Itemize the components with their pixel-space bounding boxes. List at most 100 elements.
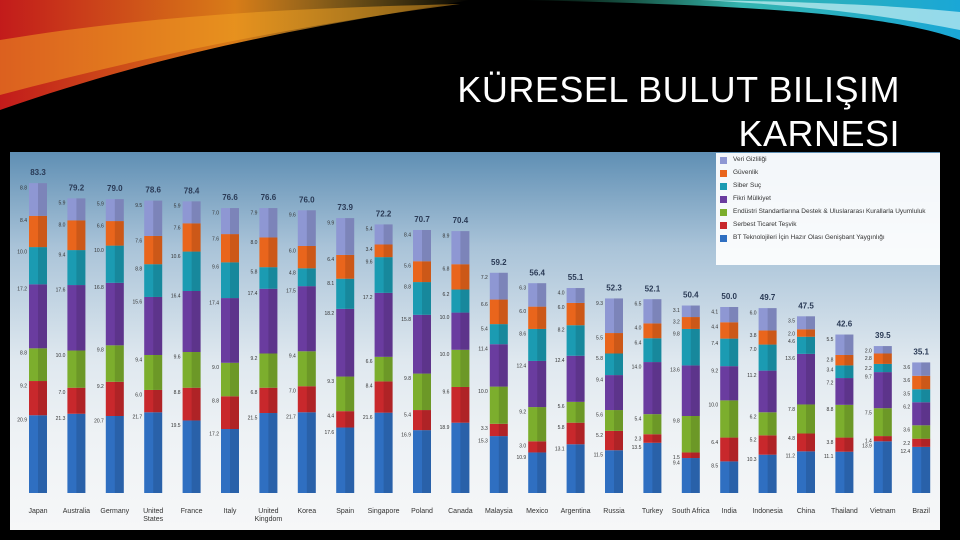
segment-label: 5.4 (634, 416, 641, 422)
bar-segment (297, 386, 316, 413)
segment-label: 6.8 (442, 267, 449, 273)
segment-label: 3.8 (826, 440, 833, 446)
legend-label: Güvenlik (733, 169, 759, 176)
x-tick-label: Australia (62, 508, 90, 515)
segment-label: 20.7 (94, 418, 104, 424)
x-tick-label: Spain (336, 508, 355, 515)
bar-segment (912, 375, 931, 390)
segment-label: 5.5 (596, 335, 603, 341)
bar-segment (912, 438, 931, 447)
total-label: 70.7 (414, 215, 430, 224)
bar-segment (681, 365, 700, 416)
bar-segment (451, 231, 470, 265)
segment-label: 16.9 (401, 432, 411, 438)
segment-label: 10.0 (56, 353, 66, 359)
segment-label: 7.5 (865, 411, 872, 417)
bar-shade (921, 438, 931, 447)
segment-label: 5.6 (558, 404, 565, 410)
segment-label: 3.0 (519, 444, 526, 450)
bar-shade (806, 404, 815, 434)
segment-label: 2.0 (865, 348, 872, 354)
segment-label: 13.6 (670, 368, 680, 374)
segment-label: 10.9 (516, 455, 526, 461)
segment-label: 9.0 (212, 365, 219, 371)
bar-segment (873, 353, 892, 364)
bar-shade (652, 434, 662, 443)
segment-label: 7.0 (212, 210, 219, 216)
bar-shade (882, 353, 892, 364)
bar-segment (797, 451, 815, 493)
bar-shade (729, 307, 739, 323)
total-label: 79.2 (69, 183, 85, 192)
segment-label: 17.2 (17, 287, 27, 293)
segment-label: 10.0 (17, 249, 27, 255)
segment-label: 7.6 (174, 226, 181, 232)
x-tick-label: Vietnam (870, 508, 896, 515)
segment-label: 8.8 (135, 267, 142, 273)
bar-segment (105, 221, 124, 246)
segment-label: 6.6 (97, 223, 104, 229)
bar-shade (537, 452, 547, 493)
segment-label: 2.0 (788, 332, 795, 338)
segment-label: 8.9 (442, 233, 449, 239)
chart-panel: 20.9 9.2 8.8 17.2 10.0 8.4 8.8 83.3 21.3 7.0 10.0 1… (10, 152, 940, 530)
segment-label: 21.5 (248, 415, 258, 421)
bar-shade (383, 356, 393, 382)
segment-label: 9.2 (711, 368, 718, 374)
bar-shade (614, 410, 623, 431)
segment-label: 13.5 (632, 445, 642, 451)
x-tick-label: Japan (28, 508, 48, 515)
x-tick-label: Argentina (560, 508, 591, 515)
bar-shade (575, 422, 585, 445)
bar-segment (374, 244, 393, 258)
bar-segment (297, 268, 316, 287)
bar-segment (835, 365, 854, 379)
segment-label: 3.8 (750, 333, 757, 339)
segment-label: 7.4 (711, 341, 718, 347)
segment-label: 3.4 (826, 368, 833, 374)
bar-segment (681, 305, 700, 318)
bar-segment (489, 386, 508, 424)
segment-label: 9.2 (250, 356, 257, 362)
segment-label: 5.8 (596, 356, 603, 362)
total-label: 59.2 (491, 258, 507, 267)
bar-shade (882, 441, 892, 493)
segment-label: 11.1 (824, 454, 834, 460)
bar-shade (690, 415, 700, 453)
bar-segment (144, 235, 163, 265)
bar-segment (797, 336, 815, 354)
bar-shade (268, 237, 278, 268)
bar-shade (268, 208, 278, 238)
segment-label: 3.5 (788, 319, 795, 325)
bar-segment (528, 452, 547, 493)
segment-label: 6.6 (481, 302, 488, 308)
segment-label: 8.2 (558, 328, 565, 334)
bar-shade (652, 299, 662, 324)
bar-shade (921, 446, 931, 493)
bar-shade (345, 254, 355, 279)
bar-segment (797, 433, 815, 452)
bar-shade (767, 344, 777, 371)
segment-label: 11.2 (786, 454, 796, 460)
bar-segment (297, 412, 316, 493)
bar-segment (105, 415, 124, 493)
segment-label: 5.6 (596, 412, 603, 418)
bar-shade (114, 415, 124, 493)
total-label: 78.6 (145, 186, 161, 195)
bar-segment (758, 370, 777, 413)
bar-segment (413, 410, 431, 431)
segment-label: 5.5 (826, 337, 833, 343)
segment-label: 8.1 (327, 281, 334, 287)
bar-segment (605, 430, 623, 451)
bar-shade (153, 296, 163, 355)
x-tick-label: Russia (603, 508, 625, 515)
bar-shade (153, 354, 163, 390)
bar-segment (221, 298, 239, 363)
bar-shade (345, 278, 355, 309)
segment-label: 4.0 (558, 290, 565, 296)
bar-segment (489, 324, 508, 345)
legend-swatch (720, 182, 727, 190)
segment-label: 5.4 (404, 412, 411, 418)
x-tick-label: Mexico (526, 508, 549, 515)
bar-segment (528, 306, 547, 329)
